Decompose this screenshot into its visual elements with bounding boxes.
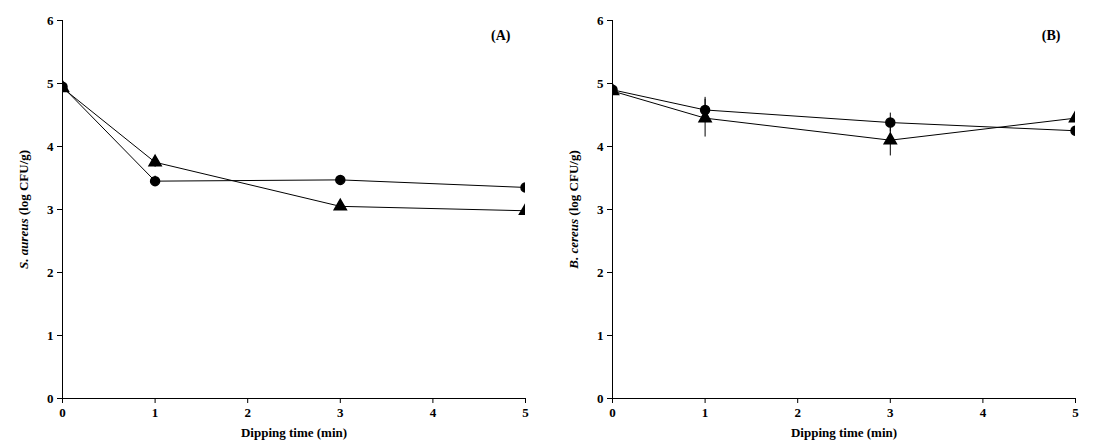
svg-text:3: 3	[337, 405, 344, 420]
svg-text:S. aureus (log CFU/g): S. aureus (log CFU/g)	[16, 150, 31, 269]
svg-text:2: 2	[244, 405, 251, 420]
svg-text:1: 1	[152, 405, 159, 420]
svg-text:6: 6	[597, 13, 604, 28]
svg-text:5: 5	[522, 405, 529, 420]
svg-text:0: 0	[609, 405, 616, 420]
svg-text:1: 1	[702, 405, 709, 420]
svg-text:3: 3	[887, 405, 894, 420]
svg-text:4: 4	[47, 139, 54, 154]
svg-text:5: 5	[47, 76, 54, 91]
svg-text:0: 0	[59, 405, 66, 420]
svg-text:B. cereus (log CFU/g): B. cereus (log CFU/g)	[566, 150, 581, 269]
svg-text:1: 1	[47, 328, 54, 343]
svg-text:4: 4	[980, 405, 987, 420]
svg-text:3: 3	[597, 202, 604, 217]
svg-text:1: 1	[597, 328, 604, 343]
svg-text:5: 5	[1072, 405, 1079, 420]
svg-text:2: 2	[47, 265, 54, 280]
svg-text:4: 4	[597, 139, 604, 154]
svg-text:0: 0	[47, 391, 54, 406]
svg-text:6: 6	[47, 13, 54, 28]
svg-text:3: 3	[47, 202, 54, 217]
svg-text:5: 5	[597, 76, 604, 91]
svg-text:Dipping time (min): Dipping time (min)	[791, 425, 897, 440]
svg-text:(A): (A)	[491, 28, 511, 44]
svg-text:2: 2	[794, 405, 801, 420]
svg-text:4: 4	[430, 405, 437, 420]
svg-text:2: 2	[597, 265, 604, 280]
svg-text:Dipping time (min): Dipping time (min)	[241, 425, 347, 440]
svg-text:0: 0	[597, 391, 604, 406]
svg-text:(B): (B)	[1042, 28, 1061, 44]
